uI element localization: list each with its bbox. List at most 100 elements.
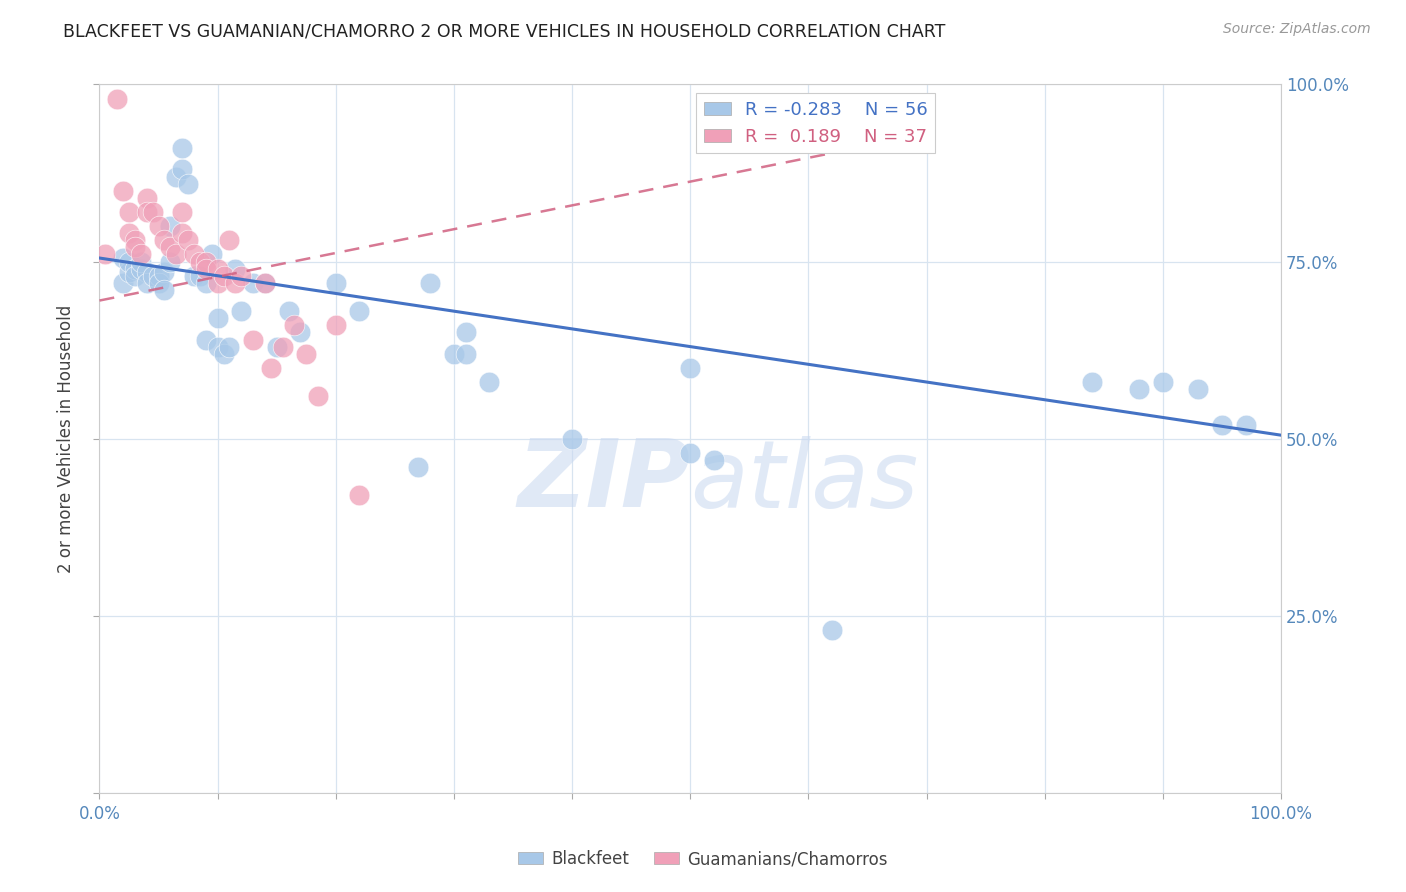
- Point: [124, 261, 146, 276]
- Point: [172, 162, 194, 177]
- Point: [148, 219, 170, 234]
- Point: [194, 333, 217, 347]
- Legend: Blackfeet, Guamanians/Chamorros: Blackfeet, Guamanians/Chamorros: [512, 844, 894, 875]
- Point: [135, 276, 157, 290]
- Point: [419, 276, 441, 290]
- Point: [201, 247, 224, 261]
- Point: [408, 460, 430, 475]
- Point: [177, 233, 200, 247]
- Point: [325, 318, 347, 333]
- Point: [1211, 417, 1233, 432]
- Point: [679, 360, 702, 375]
- Point: [129, 254, 152, 268]
- Y-axis label: 2 or more Vehicles in Household: 2 or more Vehicles in Household: [58, 304, 75, 573]
- Point: [188, 254, 211, 268]
- Point: [159, 219, 181, 234]
- Point: [135, 265, 157, 279]
- Point: [172, 141, 194, 155]
- Point: [207, 340, 229, 354]
- Point: [124, 233, 146, 247]
- Point: [118, 226, 141, 240]
- Point: [142, 205, 165, 219]
- Point: [271, 340, 294, 354]
- Point: [118, 254, 141, 268]
- Point: [194, 276, 217, 290]
- Point: [703, 453, 725, 467]
- Point: [454, 326, 477, 340]
- Point: [218, 233, 240, 247]
- Point: [290, 326, 312, 340]
- Text: BLACKFEET VS GUAMANIAN/CHAMORRO 2 OR MORE VEHICLES IN HOUSEHOLD CORRELATION CHAR: BLACKFEET VS GUAMANIAN/CHAMORRO 2 OR MOR…: [63, 22, 946, 40]
- Point: [349, 304, 371, 318]
- Point: [307, 389, 329, 403]
- Point: [183, 247, 205, 261]
- Point: [349, 488, 371, 502]
- Point: [165, 247, 187, 261]
- Point: [207, 261, 229, 276]
- Point: [172, 205, 194, 219]
- Point: [242, 276, 264, 290]
- Point: [821, 623, 844, 637]
- Point: [153, 265, 176, 279]
- Point: [112, 251, 135, 265]
- Point: [207, 276, 229, 290]
- Point: [1152, 375, 1174, 389]
- Point: [172, 226, 194, 240]
- Point: [218, 340, 240, 354]
- Point: [253, 276, 276, 290]
- Point: [242, 333, 264, 347]
- Point: [260, 360, 283, 375]
- Point: [118, 265, 141, 279]
- Point: [224, 276, 246, 290]
- Point: [454, 347, 477, 361]
- Point: [283, 318, 305, 333]
- Point: [129, 261, 152, 276]
- Text: Source: ZipAtlas.com: Source: ZipAtlas.com: [1223, 22, 1371, 37]
- Point: [118, 205, 141, 219]
- Point: [1234, 417, 1257, 432]
- Point: [112, 276, 135, 290]
- Point: [325, 276, 347, 290]
- Point: [183, 268, 205, 283]
- Point: [159, 240, 181, 254]
- Point: [443, 347, 465, 361]
- Point: [148, 268, 170, 283]
- Point: [112, 184, 135, 198]
- Point: [266, 340, 288, 354]
- Point: [124, 240, 146, 254]
- Point: [165, 169, 187, 184]
- Point: [478, 375, 501, 389]
- Point: [153, 233, 176, 247]
- Point: [561, 432, 583, 446]
- Point: [129, 247, 152, 261]
- Point: [212, 347, 235, 361]
- Point: [231, 268, 253, 283]
- Point: [153, 283, 176, 297]
- Point: [295, 347, 318, 361]
- Point: [207, 311, 229, 326]
- Point: [142, 268, 165, 283]
- Point: [188, 268, 211, 283]
- Point: [224, 261, 246, 276]
- Point: [94, 247, 117, 261]
- Point: [159, 254, 181, 268]
- Point: [135, 205, 157, 219]
- Point: [148, 276, 170, 290]
- Point: [277, 304, 299, 318]
- Point: [124, 268, 146, 283]
- Point: [1128, 382, 1150, 396]
- Point: [194, 261, 217, 276]
- Point: [1081, 375, 1104, 389]
- Point: [253, 276, 276, 290]
- Legend: R = -0.283    N = 56, R =  0.189    N = 37: R = -0.283 N = 56, R = 0.189 N = 37: [696, 94, 935, 153]
- Point: [135, 191, 157, 205]
- Point: [231, 304, 253, 318]
- Point: [212, 268, 235, 283]
- Point: [177, 177, 200, 191]
- Text: atlas: atlas: [690, 435, 918, 526]
- Point: [105, 92, 128, 106]
- Point: [1187, 382, 1209, 396]
- Point: [194, 254, 217, 268]
- Point: [679, 446, 702, 460]
- Text: ZIP: ZIP: [517, 435, 690, 527]
